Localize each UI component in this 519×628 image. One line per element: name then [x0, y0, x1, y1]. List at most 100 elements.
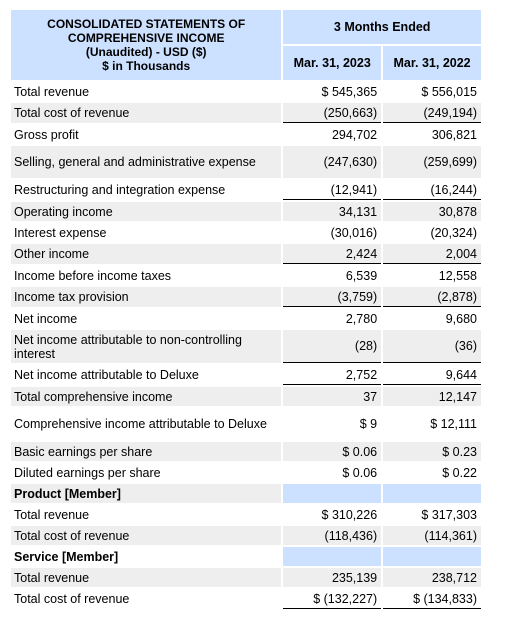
value-2023: 37 [283, 387, 382, 406]
row-label: Total revenue [11, 505, 282, 524]
table-row: Net income attributable to Deluxe 2,752 … [11, 365, 481, 385]
value-2023: 34,131 [283, 202, 382, 221]
value-2023: (12,941) [283, 180, 382, 200]
row-label: Total cost of revenue [11, 526, 282, 545]
title-line-1: CONSOLIDATED STATEMENTS OF [47, 17, 246, 31]
section-spacer [283, 547, 382, 566]
table-row: Operating income 34,131 30,878 [11, 202, 481, 221]
value-2022: $ 0.22 [383, 463, 481, 482]
table-row: Interest expense (30,016) (20,324) [11, 223, 481, 242]
column-header-2022: Mar. 31, 2022 [383, 46, 481, 80]
period-header: 3 Months Ended [283, 10, 481, 44]
value-2022: (2,878) [383, 287, 481, 307]
value-2022: (259,699) [383, 146, 481, 178]
table-row: Comprehensive income attributable to Del… [11, 408, 481, 440]
value-2023: $ 545,365 [283, 82, 382, 101]
section-label-service: Service [Member] [11, 547, 282, 566]
value-2023: 2,780 [283, 309, 382, 328]
value-2023: $ 310,226 [283, 505, 382, 524]
value-2022: (114,361) [383, 526, 481, 545]
value-2022: $ 0.23 [383, 442, 481, 461]
value-2022: 12,558 [383, 266, 481, 285]
value-2023: $ (132,227) [283, 589, 382, 609]
value-2022: (249,194) [383, 103, 481, 123]
row-label: Net income attributable to non-controlli… [11, 330, 282, 363]
section-label-product: Product [Member] [11, 484, 282, 503]
value-2023: 294,702 [283, 125, 382, 144]
value-2023: 6,539 [283, 266, 382, 285]
section-spacer [283, 484, 382, 503]
value-2023: (118,436) [283, 526, 382, 545]
table-row: Restructuring and integration expense (1… [11, 180, 481, 200]
value-2023: (247,630) [283, 146, 382, 178]
value-2022: 30,878 [383, 202, 481, 221]
value-2023: 2,752 [283, 365, 382, 385]
table-row: Gross profit 294,702 306,821 [11, 125, 481, 144]
table-row: Net income attributable to non-controlli… [11, 330, 481, 363]
row-label: Diluted earnings per share [11, 463, 282, 482]
value-2023: $ 0.06 [283, 442, 382, 461]
table-row: Total cost of revenue $ (132,227) $ (134… [11, 589, 481, 609]
table-row: Total cost of revenue (250,663) (249,194… [11, 103, 481, 123]
value-2023: (250,663) [283, 103, 382, 123]
row-label: Total revenue [11, 82, 282, 101]
section-header-row: Service [Member] [11, 547, 481, 566]
value-2022: (16,244) [383, 180, 481, 200]
table-row: Selling, general and administrative expe… [11, 146, 481, 178]
row-label: Total cost of revenue [11, 589, 282, 609]
table-row: Basic earnings per share $ 0.06 $ 0.23 [11, 442, 481, 461]
row-label: Income before income taxes [11, 266, 282, 285]
section-spacer [383, 547, 481, 566]
financial-statement-table-container: CONSOLIDATED STATEMENTS OF COMPREHENSIVE… [9, 8, 483, 611]
value-2023: $ 9 [283, 408, 382, 440]
column-header-2023: Mar. 31, 2023 [283, 46, 382, 80]
table-row: Diluted earnings per share $ 0.06 $ 0.22 [11, 463, 481, 482]
value-2022: $ (134,833) [383, 589, 481, 609]
section-header-row: Product [Member] [11, 484, 481, 503]
value-2022: (36) [383, 330, 481, 363]
title-line-3: (Unaudited) - USD ($) [85, 45, 207, 59]
value-2023: (3,759) [283, 287, 382, 307]
row-label: Other income [11, 244, 282, 264]
row-label: Total comprehensive income [11, 387, 282, 406]
value-2022: 9,644 [383, 365, 481, 385]
row-label: Total cost of revenue [11, 103, 282, 123]
value-2022: 9,680 [383, 309, 481, 328]
value-2023: $ 0.06 [283, 463, 382, 482]
value-2022: 238,712 [383, 568, 481, 587]
row-label: Total revenue [11, 568, 282, 587]
row-label: Net income [11, 309, 282, 328]
value-2022: $ 556,015 [383, 82, 481, 101]
income-statement-table: CONSOLIDATED STATEMENTS OF COMPREHENSIVE… [9, 8, 483, 611]
table-row: Total revenue 235,139 238,712 [11, 568, 481, 587]
table-row: Net income 2,780 9,680 [11, 309, 481, 328]
row-label: Operating income [11, 202, 282, 221]
statement-title: CONSOLIDATED STATEMENTS OF COMPREHENSIVE… [11, 10, 282, 80]
title-line-2: COMPREHENSIVE INCOME [67, 31, 225, 45]
value-2022: $ 12,111 [383, 408, 481, 440]
row-label: Selling, general and administrative expe… [11, 146, 282, 178]
row-label: Gross profit [11, 125, 282, 144]
value-2022: (20,324) [383, 223, 481, 242]
table-row: Total revenue $ 545,365 $ 556,015 [11, 82, 481, 101]
row-label: Income tax provision [11, 287, 282, 307]
table-row: Total revenue $ 310,226 $ 317,303 [11, 505, 481, 524]
row-label: Interest expense [11, 223, 282, 242]
row-label: Basic earnings per share [11, 442, 282, 461]
value-2023: (28) [283, 330, 382, 363]
value-2022: 12,147 [383, 387, 481, 406]
section-spacer [383, 484, 481, 503]
table-row: Total comprehensive income 37 12,147 [11, 387, 481, 406]
value-2023: 235,139 [283, 568, 382, 587]
row-label: Restructuring and integration expense [11, 180, 282, 200]
table-row: Income before income taxes 6,539 12,558 [11, 266, 481, 285]
value-2022: 306,821 [383, 125, 481, 144]
value-2023: (30,016) [283, 223, 382, 242]
row-label: Net income attributable to Deluxe [11, 365, 282, 385]
title-line-4: $ in Thousands [102, 59, 191, 73]
value-2022: 2,004 [383, 244, 481, 264]
table-row: Total cost of revenue (118,436) (114,361… [11, 526, 481, 545]
value-2023: 2,424 [283, 244, 382, 264]
table-row: Other income 2,424 2,004 [11, 244, 481, 264]
value-2022: $ 317,303 [383, 505, 481, 524]
